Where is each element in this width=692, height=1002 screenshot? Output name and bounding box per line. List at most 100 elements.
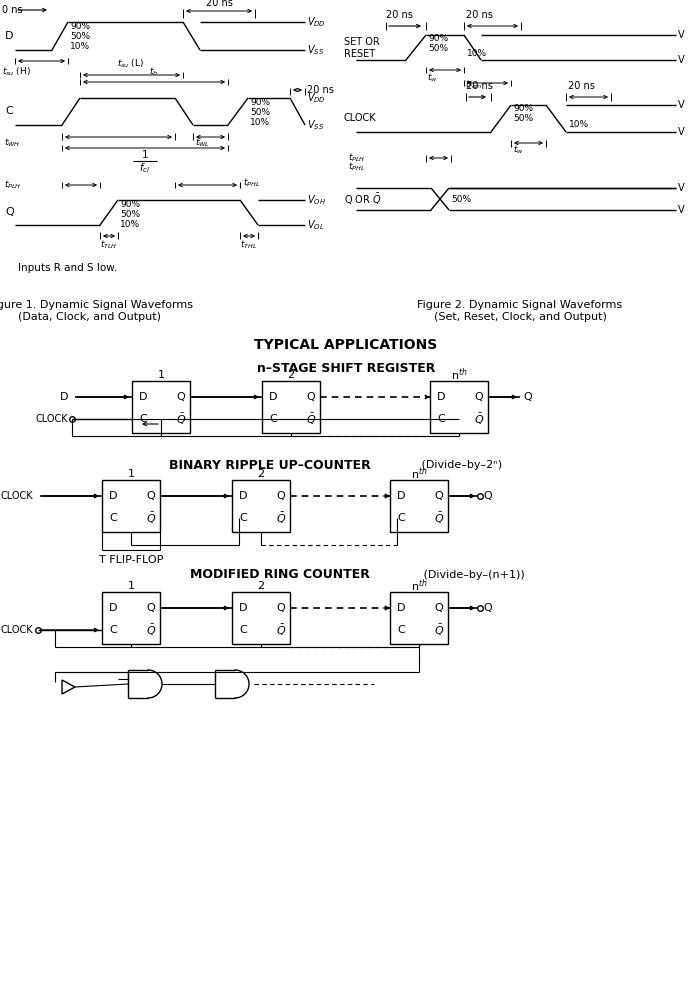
Text: T FLIP-FLOP: T FLIP-FLOP xyxy=(99,555,163,565)
Text: V: V xyxy=(678,183,684,193)
Text: $t_{PHL}$: $t_{PHL}$ xyxy=(348,160,365,173)
Text: Q: Q xyxy=(176,392,185,402)
Text: TYPICAL APPLICATIONS: TYPICAL APPLICATIONS xyxy=(255,338,437,352)
Bar xyxy=(232,480,290,532)
Text: $t_{WL}$: $t_{WL}$ xyxy=(195,136,210,149)
Text: C: C xyxy=(109,513,117,523)
Text: 0 ns: 0 ns xyxy=(2,5,23,15)
Text: C: C xyxy=(109,625,117,635)
Text: 50%: 50% xyxy=(250,107,270,116)
Text: (Data, Clock, and Output): (Data, Clock, and Output) xyxy=(19,312,161,322)
Text: 20 ns: 20 ns xyxy=(466,81,493,91)
Text: 20 ns: 20 ns xyxy=(568,81,595,91)
Text: $V_{DD}$: $V_{DD}$ xyxy=(307,91,326,105)
Text: 1: 1 xyxy=(142,150,148,160)
Text: $\bar{Q}$: $\bar{Q}$ xyxy=(176,412,186,427)
Text: Q: Q xyxy=(306,392,315,402)
Text: $V_{OL}$: $V_{OL}$ xyxy=(307,218,325,231)
Text: 20 ns: 20 ns xyxy=(206,0,233,8)
Text: Inputs R and S low.: Inputs R and S low. xyxy=(18,263,117,273)
Text: D: D xyxy=(139,392,147,402)
Text: n–STAGE SHIFT REGISTER: n–STAGE SHIFT REGISTER xyxy=(257,362,435,375)
Bar xyxy=(102,480,160,532)
Text: $t_{rem}$: $t_{rem}$ xyxy=(465,78,483,90)
Bar xyxy=(262,381,320,433)
Text: $\bar{Q}$: $\bar{Q}$ xyxy=(474,412,484,427)
Text: Q: Q xyxy=(483,603,492,613)
Text: MODIFIED RING COUNTER: MODIFIED RING COUNTER xyxy=(190,568,370,581)
Text: (Set, Reset, Clock, and Output): (Set, Reset, Clock, and Output) xyxy=(434,312,606,322)
Text: D: D xyxy=(239,491,248,501)
Text: C: C xyxy=(397,625,405,635)
Text: 2: 2 xyxy=(287,370,295,380)
Text: D: D xyxy=(269,392,277,402)
Text: $f_{cl}$: $f_{cl}$ xyxy=(140,161,151,175)
Text: $\bar{Q}$: $\bar{Q}$ xyxy=(306,412,316,427)
Text: C: C xyxy=(139,414,147,424)
Bar xyxy=(430,381,488,433)
Text: 1: 1 xyxy=(127,469,134,479)
Text: V: V xyxy=(678,127,684,137)
Text: Q: Q xyxy=(146,603,155,613)
Text: 20 ns: 20 ns xyxy=(307,85,334,95)
Text: 2: 2 xyxy=(257,469,264,479)
Text: $\bar{Q}$: $\bar{Q}$ xyxy=(434,622,444,637)
Text: 10%: 10% xyxy=(569,119,589,128)
Text: V: V xyxy=(678,55,684,65)
Text: 10%: 10% xyxy=(70,41,90,50)
Text: $\bar{Q}$: $\bar{Q}$ xyxy=(434,510,444,526)
Text: CLOCK: CLOCK xyxy=(1,625,33,635)
Text: 50%: 50% xyxy=(513,113,533,122)
Text: 90%: 90% xyxy=(70,21,90,30)
Text: $\bar{Q}$: $\bar{Q}$ xyxy=(146,510,156,526)
Bar xyxy=(102,592,160,644)
Text: RESET: RESET xyxy=(344,49,375,59)
Text: Figure 1. Dynamic Signal Waveforms: Figure 1. Dynamic Signal Waveforms xyxy=(0,300,192,310)
Text: $t_h$: $t_h$ xyxy=(149,65,158,78)
Text: Q OR $\bar{Q}$: Q OR $\bar{Q}$ xyxy=(344,191,381,206)
Text: Q: Q xyxy=(5,207,14,217)
Text: Q: Q xyxy=(434,603,443,613)
Text: $V_{SS}$: $V_{SS}$ xyxy=(307,118,324,132)
Text: $\bar{Q}$: $\bar{Q}$ xyxy=(276,510,286,526)
Text: n$^{th}$: n$^{th}$ xyxy=(450,367,467,384)
Text: D: D xyxy=(109,603,118,613)
Text: D: D xyxy=(397,603,406,613)
Text: V: V xyxy=(678,100,684,110)
Text: 50%: 50% xyxy=(120,209,140,218)
Text: V: V xyxy=(678,205,684,215)
Text: Figure 2. Dynamic Signal Waveforms: Figure 2. Dynamic Signal Waveforms xyxy=(417,300,623,310)
Text: 50%: 50% xyxy=(70,31,90,40)
Text: D: D xyxy=(5,31,14,41)
Text: C: C xyxy=(397,513,405,523)
Text: 1: 1 xyxy=(127,581,134,591)
Text: C: C xyxy=(239,513,247,523)
Text: C: C xyxy=(437,414,445,424)
Text: D: D xyxy=(239,603,248,613)
Text: CLOCK: CLOCK xyxy=(1,491,33,501)
Text: CLOCK: CLOCK xyxy=(35,414,68,424)
Text: V: V xyxy=(678,30,684,40)
Text: C: C xyxy=(239,625,247,635)
Text: D: D xyxy=(109,491,118,501)
Text: Q: Q xyxy=(276,603,284,613)
Text: 90%: 90% xyxy=(428,33,448,42)
Text: $t_{TLH}$: $t_{TLH}$ xyxy=(100,238,118,252)
Text: D: D xyxy=(437,392,446,402)
Text: Q: Q xyxy=(434,491,443,501)
Text: n$^{th}$: n$^{th}$ xyxy=(410,578,427,594)
Text: $V_{DD}$: $V_{DD}$ xyxy=(307,15,326,29)
Text: 90%: 90% xyxy=(513,103,533,112)
Text: (Divide–by–(n+1)): (Divide–by–(n+1)) xyxy=(420,570,525,580)
Text: $\bar{Q}$: $\bar{Q}$ xyxy=(146,622,156,637)
Text: $t_{WH}$: $t_{WH}$ xyxy=(4,136,20,149)
Text: 50%: 50% xyxy=(428,43,448,52)
Text: $V_{SS}$: $V_{SS}$ xyxy=(307,43,324,57)
Text: D: D xyxy=(397,491,406,501)
Text: 10%: 10% xyxy=(250,117,270,126)
Text: $\bar{Q}$: $\bar{Q}$ xyxy=(276,622,286,637)
Bar xyxy=(390,480,448,532)
Text: $V_{OH}$: $V_{OH}$ xyxy=(307,193,326,206)
Text: 90%: 90% xyxy=(120,199,140,208)
Text: Q: Q xyxy=(276,491,284,501)
